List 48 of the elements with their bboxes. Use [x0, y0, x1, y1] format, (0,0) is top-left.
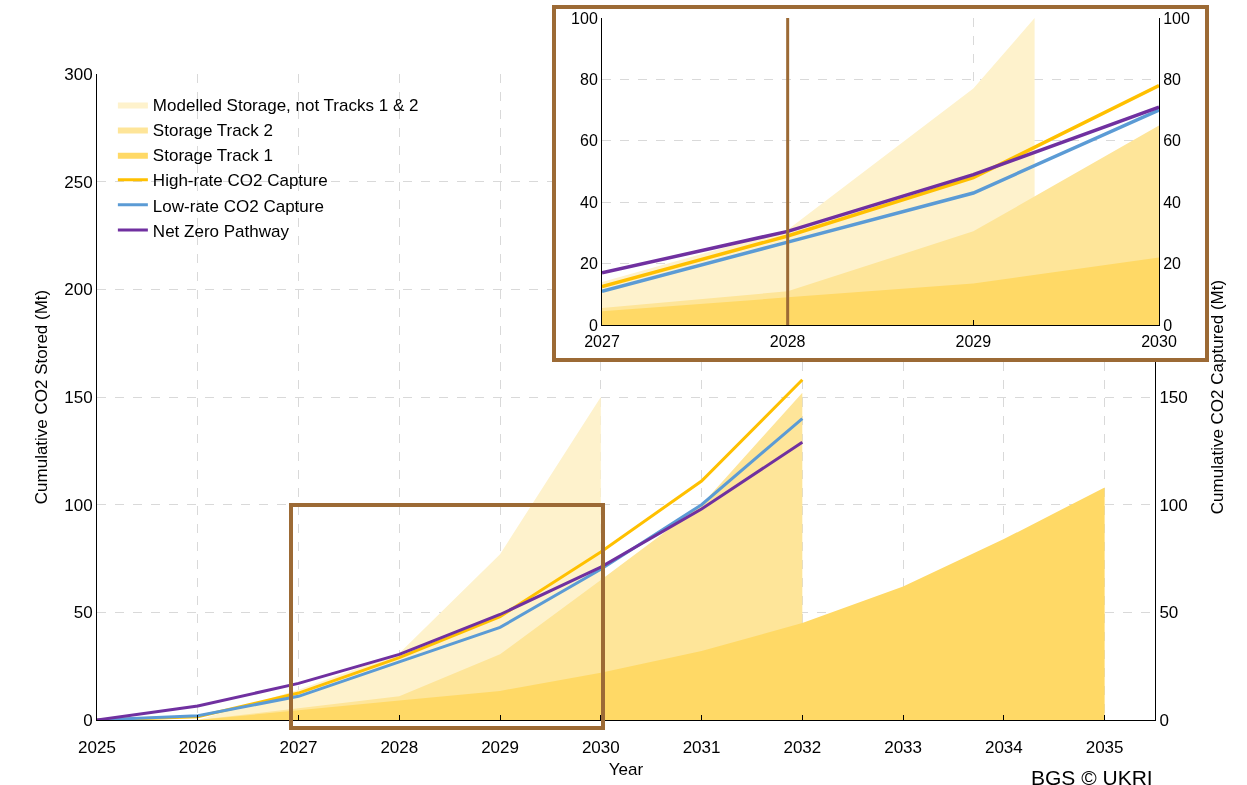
legend-label: Modelled Storage, not Tracks 1 & 2 — [152, 96, 419, 116]
y2-tick-label: 20 — [1163, 255, 1182, 273]
y2-tick-label: 100 — [1159, 495, 1188, 515]
y-tick-label: 0 — [83, 710, 93, 730]
text: BGS © UKRI — [1031, 766, 1153, 785]
x-tick-label: 2028 — [769, 333, 806, 351]
y-tick-label: 250 — [64, 172, 93, 192]
y-tick-label: 80 — [580, 71, 598, 88]
legend-label: Storage Track 1 — [152, 146, 273, 166]
x-axis-title: Year — [608, 759, 644, 779]
x-tick-label: 2035 — [1085, 738, 1124, 758]
legend-label: Storage Track 2 — [152, 121, 273, 141]
y-tick-label: 0 — [588, 316, 598, 334]
x-tick-label: 2029 — [481, 738, 519, 758]
y2-tick-label: 100 — [1163, 9, 1190, 27]
x-tick-label: 2026 — [178, 738, 217, 758]
y-tick-label: 20 — [580, 255, 598, 273]
legend-label: Low-rate CO2 Capture — [152, 196, 324, 216]
y-tick-label: 40 — [580, 193, 598, 211]
y2-tick-label: 80 — [1163, 71, 1182, 88]
x-tick-label: 2027 — [279, 738, 318, 758]
x-tick-label: 2025 — [78, 738, 116, 758]
y2-axis-title: Cumulative CO2 Captured (Mt) — [1208, 279, 1228, 515]
x-tick-label: 2030 — [1141, 333, 1177, 351]
legend-label: High-rate CO2 Capture — [152, 171, 328, 191]
x-tick-label: 2029 — [955, 333, 992, 351]
y-tick-label: 300 — [64, 64, 93, 84]
x-tick-label: 2028 — [380, 738, 419, 758]
x-tick-label: 2031 — [682, 738, 721, 758]
y2-tick-label: 0 — [1163, 316, 1173, 334]
y2-tick-label: 50 — [1159, 603, 1179, 623]
y2-tick-label: 150 — [1159, 387, 1188, 407]
y-tick-label: 60 — [580, 132, 598, 150]
y2-tick-label: 40 — [1163, 193, 1182, 211]
x-tick-label: 2027 — [584, 333, 620, 351]
x-tick-label: 2030 — [581, 738, 620, 758]
y2-tick-label: 0 — [1159, 710, 1169, 730]
y-tick-label: 50 — [73, 603, 93, 623]
x-tick-label: 2032 — [783, 738, 822, 758]
y-axis-title: Cumulative CO2 Stored (Mt) — [31, 289, 51, 505]
y-tick-label: 100 — [571, 9, 598, 27]
y-tick-label: 150 — [64, 387, 93, 407]
y-tick-label: 100 — [64, 495, 93, 515]
x-tick-label: 2034 — [984, 738, 1023, 758]
x-tick-label: 2033 — [884, 738, 923, 758]
legend-label: Net Zero Pathway — [152, 221, 290, 241]
y2-tick-label: 60 — [1163, 132, 1182, 150]
y-tick-label: 200 — [64, 280, 93, 300]
